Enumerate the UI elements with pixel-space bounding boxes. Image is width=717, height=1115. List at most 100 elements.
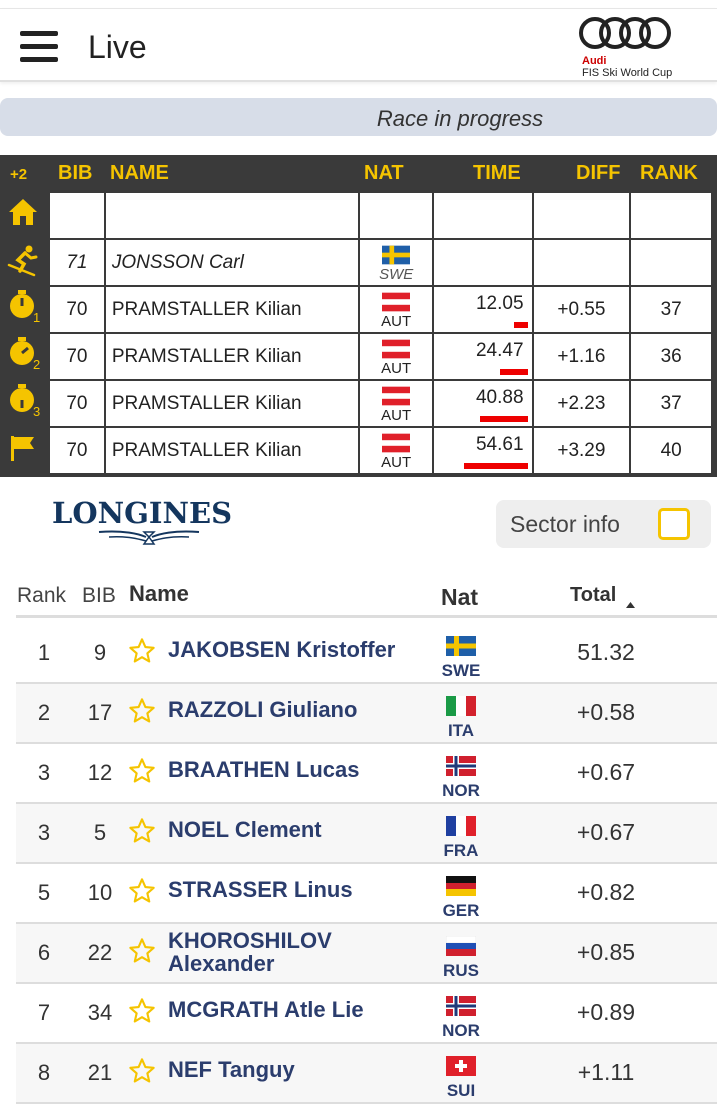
live-row[interactable] bbox=[48, 191, 713, 240]
sector-info-toggle[interactable]: Sector info bbox=[496, 500, 711, 548]
result-total: +0.67 bbox=[576, 759, 636, 785]
result-athlete-name[interactable]: BRAATHEN Lucas bbox=[168, 757, 360, 782]
stopwatch-3-icon[interactable]: 3 bbox=[6, 383, 40, 417]
results-header-nat[interactable]: Nat bbox=[441, 584, 479, 610]
live-bib: 70 bbox=[48, 332, 106, 381]
stopwatch-2-icon[interactable]: 2 bbox=[6, 336, 40, 370]
longines-logo[interactable]: LONGINES bbox=[52, 496, 247, 548]
result-athlete-name[interactable]: NEF Tanguy bbox=[168, 1057, 295, 1082]
result-bib: 34 bbox=[87, 1000, 113, 1025]
home-icon[interactable] bbox=[6, 195, 40, 229]
result-bib: 10 bbox=[87, 880, 113, 905]
live-time-cell: 12.05 bbox=[432, 285, 534, 334]
live-row[interactable]: 70 PRAMSTALLER Kilian AUT 24.47 +1.16 36 bbox=[48, 332, 713, 381]
result-rank: 7 bbox=[37, 1000, 51, 1025]
skier-icon[interactable] bbox=[6, 243, 40, 277]
time-progress-bar bbox=[463, 463, 528, 469]
result-rank: 6 bbox=[37, 940, 51, 965]
result-row[interactable]: 3 5 NOEL Clement FRA +0.67 bbox=[16, 804, 717, 864]
live-time-cell bbox=[432, 238, 534, 287]
live-diff: +0.55 bbox=[531, 285, 632, 334]
flag-swe-icon bbox=[382, 245, 411, 264]
header-name: NAME bbox=[110, 162, 169, 184]
live-rank: 40 bbox=[629, 426, 713, 475]
result-row[interactable]: 3 12 BRAATHEN Lucas NOR +0.67 bbox=[16, 744, 717, 804]
sector-info-checkbox[interactable] bbox=[658, 508, 690, 540]
live-rank: 37 bbox=[629, 285, 713, 334]
sort-ascending-icon[interactable] bbox=[626, 602, 635, 608]
header-nat: NAT bbox=[364, 162, 404, 184]
result-nat: GER bbox=[442, 901, 480, 920]
flag-swe-icon bbox=[446, 636, 476, 656]
app-header: Live Audi FIS Ski World Cup bbox=[0, 8, 717, 82]
result-athlete-name[interactable]: NOEL Clement bbox=[168, 817, 322, 842]
live-row[interactable]: 70 PRAMSTALLER Kilian AUT 54.61 +3.29 40 bbox=[48, 426, 713, 475]
sector-info-label: Sector info bbox=[510, 511, 620, 537]
header-time: TIME bbox=[473, 162, 521, 184]
results-header-bib[interactable]: BIB bbox=[82, 584, 116, 607]
result-rank: 5 bbox=[37, 880, 51, 905]
result-athlete-name[interactable]: RAZZOLI Giuliano bbox=[168, 697, 358, 722]
result-total: 51.32 bbox=[577, 639, 635, 665]
svg-text:1: 1 bbox=[33, 310, 40, 323]
live-rank: 36 bbox=[629, 332, 713, 381]
live-table-header: +2 BIB NAME NAT TIME DIFF RANK bbox=[0, 155, 717, 191]
live-name: PRAMSTALLER Kilian bbox=[103, 285, 361, 334]
flag-aut-icon bbox=[382, 292, 411, 311]
live-row[interactable]: 71 JONSSON Carl SWE bbox=[48, 238, 713, 287]
favorite-star-icon[interactable] bbox=[128, 937, 156, 965]
favorite-star-icon[interactable] bbox=[128, 877, 156, 905]
result-nat: RUS bbox=[443, 961, 479, 980]
header-plus[interactable]: +2 bbox=[10, 166, 28, 183]
live-bib: 70 bbox=[48, 379, 106, 428]
header-bib: BIB bbox=[58, 162, 93, 184]
live-rank bbox=[629, 238, 713, 287]
menu-icon[interactable] bbox=[20, 31, 58, 63]
live-row[interactable]: 70 PRAMSTALLER Kilian AUT 12.05 +0.55 37 bbox=[48, 285, 713, 334]
favorite-star-icon[interactable] bbox=[128, 637, 156, 665]
results-header-total[interactable]: Total bbox=[570, 584, 617, 606]
audi-logo[interactable]: Audi FIS Ski World Cup bbox=[578, 13, 698, 83]
result-athlete-name[interactable]: KHOROSHILOV Alexander bbox=[168, 928, 332, 976]
live-time: 40.88 bbox=[475, 387, 524, 408]
favorite-star-icon[interactable] bbox=[128, 817, 156, 845]
favorite-star-icon[interactable] bbox=[128, 1057, 156, 1085]
result-total: +1.11 bbox=[577, 1059, 635, 1085]
favorite-star-icon[interactable] bbox=[128, 757, 156, 785]
flag-aut-icon bbox=[382, 339, 411, 358]
result-athlete-name[interactable]: STRASSER Linus bbox=[168, 877, 353, 902]
result-row[interactable]: 8 21 NEF Tanguy SUI +1.11 bbox=[16, 1044, 717, 1104]
race-status-text: Race in progress bbox=[376, 106, 544, 131]
winged-hourglass-icon bbox=[98, 530, 200, 545]
live-time: 24.47 bbox=[475, 340, 524, 361]
result-nat: ITA bbox=[447, 721, 475, 740]
flag-aut-icon bbox=[382, 386, 411, 405]
live-name: JONSSON Carl bbox=[103, 238, 361, 287]
brand-subtitle: FIS Ski World Cup bbox=[582, 67, 673, 79]
result-row[interactable]: 7 34 MCGRATH Atle Lie NOR +0.89 bbox=[16, 984, 717, 1044]
finish-flag-icon[interactable] bbox=[6, 431, 40, 465]
result-row[interactable]: 2 17 RAZZOLI Giuliano ITA +0.58 bbox=[16, 684, 717, 744]
favorite-star-icon[interactable] bbox=[128, 697, 156, 725]
result-row[interactable]: 6 22 KHOROSHILOV Alexander RUS +0.85 bbox=[16, 924, 717, 984]
header-diff: DIFF bbox=[576, 162, 621, 184]
result-athlete-name[interactable]: MCGRATH Atle Lie bbox=[168, 997, 364, 1022]
result-rank: 2 bbox=[37, 700, 51, 725]
live-row[interactable]: 70 PRAMSTALLER Kilian AUT 40.88 +2.23 37 bbox=[48, 379, 713, 428]
live-timing-panel: +2 BIB NAME NAT TIME DIFF RANK 1 2 3 bbox=[0, 155, 717, 477]
stopwatch-1-icon[interactable]: 1 bbox=[6, 289, 40, 323]
flag-aut-icon bbox=[382, 433, 411, 452]
results-header-rank[interactable]: Rank bbox=[17, 584, 67, 607]
results-header-name[interactable]: Name bbox=[129, 581, 189, 606]
flag-fra-icon bbox=[446, 816, 476, 836]
result-total: +0.82 bbox=[576, 879, 636, 905]
result-athlete-name[interactable]: JAKOBSEN Kristoffer bbox=[168, 637, 396, 662]
svg-text:2: 2 bbox=[33, 357, 40, 370]
result-row[interactable]: 5 10 STRASSER Linus GER +0.82 bbox=[16, 864, 717, 924]
live-time-cell bbox=[432, 191, 534, 240]
result-bib: 22 bbox=[87, 940, 113, 965]
live-timing-table: 71 JONSSON Carl SWE 70 PRAMSTALLER Kilian AUT… bbox=[48, 191, 713, 475]
live-nat-cell: AUT bbox=[358, 426, 435, 475]
result-row[interactable]: 1 9 JAKOBSEN Kristoffer SWE 51.32 bbox=[16, 624, 717, 684]
favorite-star-icon[interactable] bbox=[128, 997, 156, 1025]
